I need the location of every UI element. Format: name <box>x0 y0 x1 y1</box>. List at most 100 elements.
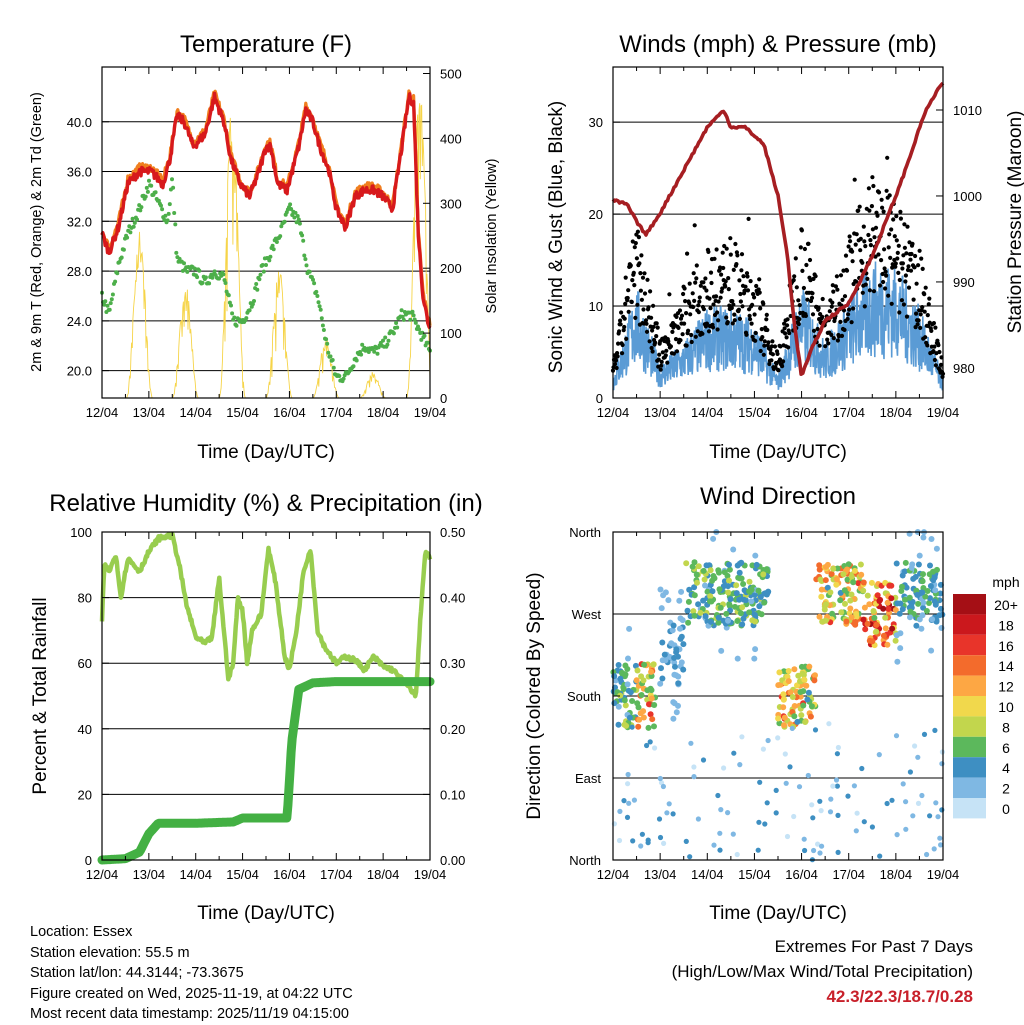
humidity-xtick-label: 14/04 <box>179 867 212 882</box>
direction-point <box>920 571 926 578</box>
gust-point <box>762 343 767 348</box>
direction-point <box>752 646 759 653</box>
winds-gridlines <box>613 121 943 307</box>
dewpoint-point <box>167 202 172 207</box>
speed-legend-title: mph <box>992 574 1019 590</box>
direction-point <box>789 694 796 700</box>
winds-ytick-label: 10 <box>589 299 603 314</box>
dewpoint-point <box>250 302 255 307</box>
gust-point <box>674 314 679 319</box>
gust-point <box>839 333 845 338</box>
dewpoint-point <box>139 205 144 210</box>
direction-point <box>817 798 823 804</box>
dewpoint-point <box>410 309 415 314</box>
direction-point <box>931 598 938 605</box>
gust-point <box>840 297 845 302</box>
direction-point <box>694 579 700 586</box>
direction-point <box>678 588 685 595</box>
speed-legend-label: 18 <box>998 617 1014 633</box>
direction-point <box>640 677 647 684</box>
solar-ytick-label: 200 <box>440 261 462 276</box>
direction-point <box>838 609 845 616</box>
gust-point <box>858 248 863 253</box>
gust-point <box>748 317 753 322</box>
recent-data-text: Most recent data timestamp: 2025/11/19 0… <box>30 1006 349 1022</box>
direction-point <box>752 552 759 559</box>
gust-point <box>614 365 619 371</box>
gust-point <box>668 344 674 349</box>
direction-point <box>717 830 723 836</box>
dewpoint-point <box>315 294 320 298</box>
direction-point <box>885 605 892 612</box>
direction-point <box>647 711 654 718</box>
direction-point <box>757 779 763 785</box>
winds-xtick-label: 14/04 <box>691 405 724 420</box>
dewpoint-point <box>200 280 205 285</box>
direction-point <box>884 641 891 648</box>
dewpoint-point <box>159 203 163 208</box>
direction-point <box>701 576 708 583</box>
direction-point <box>621 798 627 804</box>
precip-ytick-label: 0.00 <box>440 853 465 868</box>
direction-point <box>666 801 672 807</box>
direction-point <box>930 577 937 584</box>
direction-point <box>785 678 792 685</box>
winds-xtick-label: 17/04 <box>832 405 865 420</box>
temperature-ytick-label: 28.0 <box>67 264 92 279</box>
gust-point <box>631 270 636 275</box>
direction-point <box>632 662 639 669</box>
gust-point <box>871 289 877 294</box>
gust-point <box>903 273 909 278</box>
direction-point <box>640 714 647 721</box>
winds-series <box>610 81 946 391</box>
gust-point <box>723 279 728 284</box>
gust-point <box>635 302 640 307</box>
gust-point <box>745 288 751 293</box>
direction-title: Wind Direction <box>700 483 856 510</box>
temperature-ytick-label: 36.0 <box>67 165 92 180</box>
gust-point <box>845 316 850 322</box>
dewpoint-point <box>386 338 391 343</box>
gust-point <box>861 224 866 229</box>
gust-point <box>791 278 796 283</box>
speed-legend-swatch <box>953 757 986 778</box>
direction-point <box>893 733 900 739</box>
direction-point <box>923 608 930 614</box>
dewpoint-point <box>192 266 197 271</box>
precip-ytick-label: 0.50 <box>440 525 465 540</box>
dewpoint-point <box>258 272 263 277</box>
direction-point <box>780 691 787 698</box>
dewpoint-point <box>257 277 262 282</box>
direction-point <box>781 714 788 721</box>
direction-point <box>700 567 707 574</box>
gust-point <box>881 279 886 285</box>
dewpoint-point <box>324 337 329 342</box>
gust-point <box>857 204 862 209</box>
gust-point <box>650 349 655 354</box>
direction-point <box>730 546 737 553</box>
gust-point <box>633 241 638 246</box>
direction-point <box>835 812 841 819</box>
dewpoint-point <box>288 202 293 207</box>
gust-point <box>868 243 874 248</box>
gust-point <box>835 338 841 343</box>
gust-point <box>674 349 680 354</box>
direction-point <box>634 700 641 707</box>
direction-point <box>822 563 829 570</box>
gust-point <box>770 339 775 344</box>
direction-point <box>842 600 848 607</box>
gust-point <box>691 304 696 310</box>
gust-point <box>914 281 919 286</box>
gust-point <box>898 216 904 221</box>
gust-point <box>885 155 890 160</box>
temperature-ytick-label: 20.0 <box>67 364 92 379</box>
gust-point <box>615 354 620 359</box>
winds-xtick-label: 15/04 <box>738 405 771 420</box>
direction-point <box>657 586 664 593</box>
gust-point <box>689 339 694 345</box>
gust-point <box>613 358 619 363</box>
dewpoint-point <box>247 308 252 313</box>
gust-point <box>730 299 735 304</box>
gust-point <box>691 271 696 276</box>
gust-point <box>769 344 775 349</box>
